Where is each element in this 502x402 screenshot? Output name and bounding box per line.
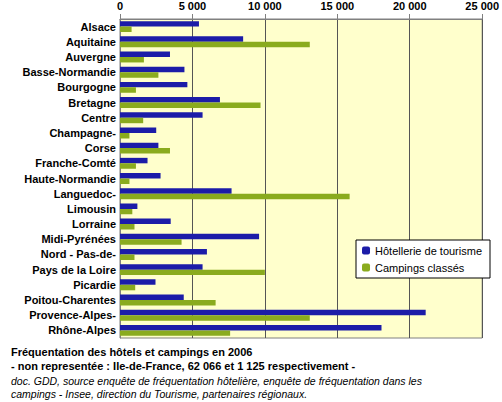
svg-text:20 000: 20 000	[393, 0, 427, 12]
svg-text:Pays de la Loire: Pays de la Loire	[32, 264, 116, 276]
svg-text:Languedoc-: Languedoc-	[54, 188, 117, 200]
svg-text:Limousin: Limousin	[67, 203, 116, 215]
svg-text:Lorraine: Lorraine	[72, 218, 116, 230]
svg-text:campings - Insee, direction du: campings - Insee, direction du Tourisme,…	[11, 388, 307, 400]
svg-text:Centre: Centre	[81, 112, 116, 124]
svg-text:Provence-Alpes-: Provence-Alpes-	[29, 309, 116, 321]
svg-text:25 000: 25 000	[465, 0, 499, 12]
svg-text:Hôtellerie de tourisme: Hôtellerie de tourisme	[375, 245, 482, 257]
svg-text:Bretagne: Bretagne	[68, 97, 116, 109]
svg-text:15 000: 15 000	[320, 0, 354, 12]
svg-text:Poitou-Charentes: Poitou-Charentes	[24, 294, 116, 306]
svg-text:Nord - Pas-de-: Nord - Pas-de-	[41, 248, 117, 260]
svg-text:10 000: 10 000	[248, 0, 282, 12]
svg-text:Franche-Comté: Franche-Comté	[35, 157, 116, 169]
svg-text:0: 0	[117, 0, 123, 12]
svg-text:Aquitaine: Aquitaine	[66, 36, 116, 48]
svg-text:Basse-Normandie: Basse-Normandie	[22, 66, 116, 78]
svg-text:Picardie: Picardie	[73, 279, 116, 291]
svg-text:Bourgogne: Bourgogne	[57, 81, 116, 93]
svg-text:Rhône-Alpes: Rhône-Alpes	[48, 324, 116, 336]
svg-text:Campings classés: Campings classés	[375, 262, 465, 274]
svg-text:5 000: 5 000	[179, 0, 207, 12]
svg-text:Haute-Normandie: Haute-Normandie	[24, 173, 116, 185]
svg-text:Champagne-: Champagne-	[49, 127, 116, 139]
svg-text:- non representée : Ile-de-Fra: - non representée : Ile-de-France, 62 06…	[11, 360, 356, 372]
svg-text:Midi-Pyrénées: Midi-Pyrénées	[41, 233, 116, 245]
svg-text:Corse: Corse	[85, 142, 116, 154]
svg-text:Auvergne: Auvergne	[65, 51, 116, 63]
svg-text:doc. GDD, source enquête de fr: doc. GDD, source enquête de fréquentatio…	[11, 375, 425, 387]
svg-text:Alsace: Alsace	[81, 21, 116, 33]
svg-text:Fréquentation des hôtels et ca: Fréquentation des hôtels et campings en …	[11, 346, 252, 358]
